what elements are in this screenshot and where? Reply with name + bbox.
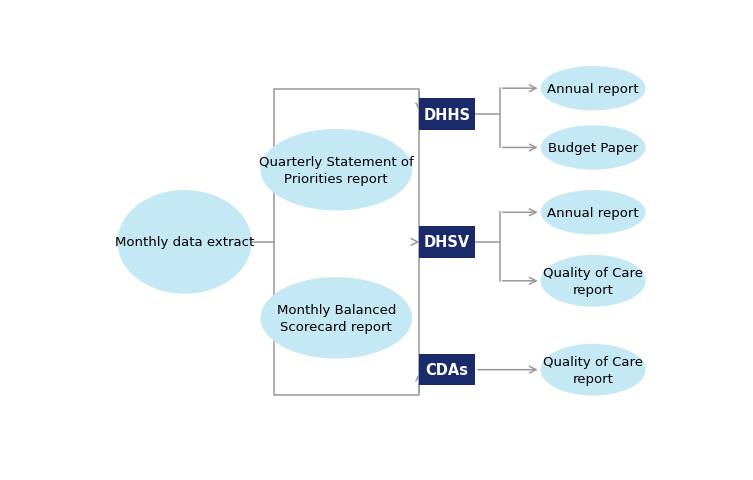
Text: Budget Paper: Budget Paper — [548, 142, 638, 155]
Text: Quarterly Statement of
Priorities report: Quarterly Statement of Priorities report — [259, 156, 413, 185]
Ellipse shape — [541, 344, 645, 396]
Ellipse shape — [117, 191, 252, 294]
Text: CDAs: CDAs — [425, 362, 468, 377]
Ellipse shape — [261, 277, 412, 359]
Text: Annual report: Annual report — [547, 206, 639, 219]
Text: Quality of Care
report: Quality of Care report — [543, 355, 643, 385]
Text: DHSV: DHSV — [424, 235, 471, 250]
FancyBboxPatch shape — [419, 354, 475, 385]
Text: Annual report: Annual report — [547, 83, 639, 96]
Ellipse shape — [541, 67, 645, 111]
Text: Monthly data extract: Monthly data extract — [115, 236, 255, 249]
Text: Quality of Care
report: Quality of Care report — [543, 266, 643, 296]
Ellipse shape — [541, 126, 645, 170]
FancyBboxPatch shape — [419, 99, 475, 131]
Text: DHHS: DHHS — [424, 108, 471, 122]
FancyBboxPatch shape — [419, 227, 475, 258]
Text: Monthly Balanced
Scorecard report: Monthly Balanced Scorecard report — [276, 303, 396, 333]
Ellipse shape — [541, 255, 645, 307]
Ellipse shape — [541, 191, 645, 235]
Ellipse shape — [261, 130, 412, 211]
